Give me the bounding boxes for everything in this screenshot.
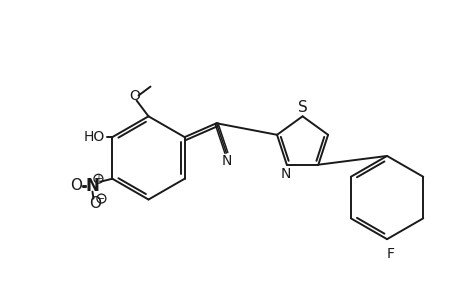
Text: HO: HO [83,130,104,144]
Text: O: O [70,178,82,193]
Text: N: N [221,154,231,168]
Text: N: N [280,167,291,181]
Text: −: − [97,194,105,203]
Text: F: F [386,247,394,261]
Text: O: O [129,89,140,103]
Text: +: + [94,174,102,184]
Text: O: O [89,196,101,211]
Text: S: S [297,100,307,115]
Text: N: N [85,177,99,195]
